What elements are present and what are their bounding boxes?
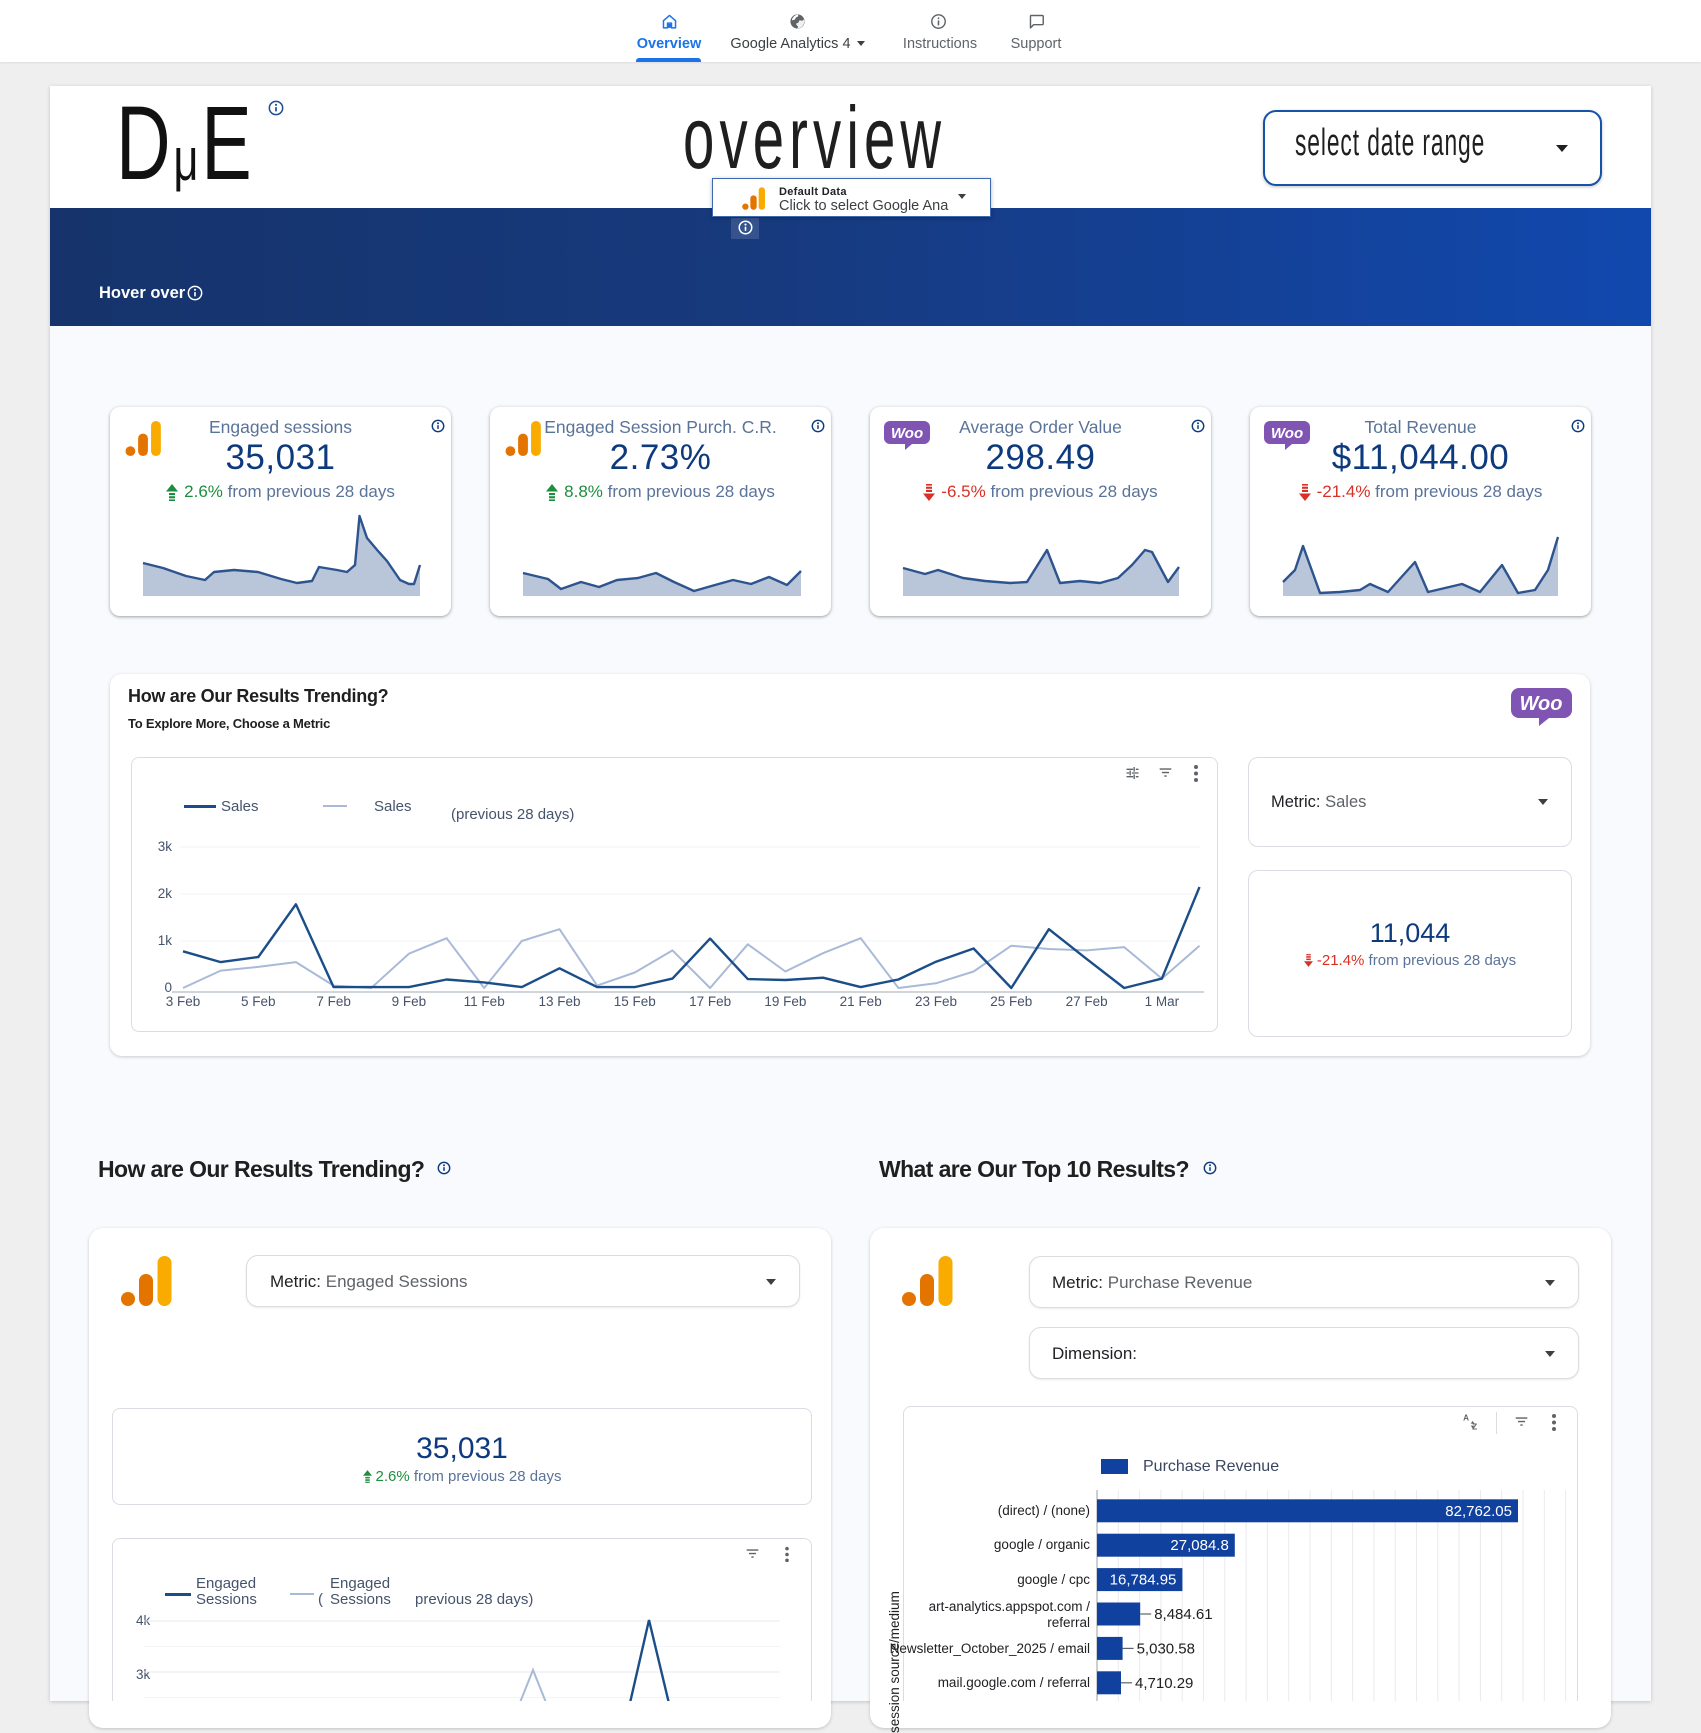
svg-text:4,710.29: 4,710.29 (1135, 1675, 1193, 1692)
svg-text:8,484.61: 8,484.61 (1154, 1606, 1212, 1623)
svg-text:16,784.95: 16,784.95 (1110, 1572, 1177, 1589)
svg-text:Woo: Woo (891, 425, 923, 442)
svg-text:27,084.8: 27,084.8 (1170, 1537, 1228, 1554)
svg-text:A: A (1463, 1413, 1469, 1422)
svg-text:Woo: Woo (1520, 693, 1563, 715)
svg-text:Woo: Woo (1271, 425, 1303, 442)
svg-text:5,030.58: 5,030.58 (1137, 1640, 1195, 1657)
svg-text:Z: Z (1472, 1422, 1477, 1431)
svg-text:82,762.05: 82,762.05 (1445, 1503, 1512, 1520)
